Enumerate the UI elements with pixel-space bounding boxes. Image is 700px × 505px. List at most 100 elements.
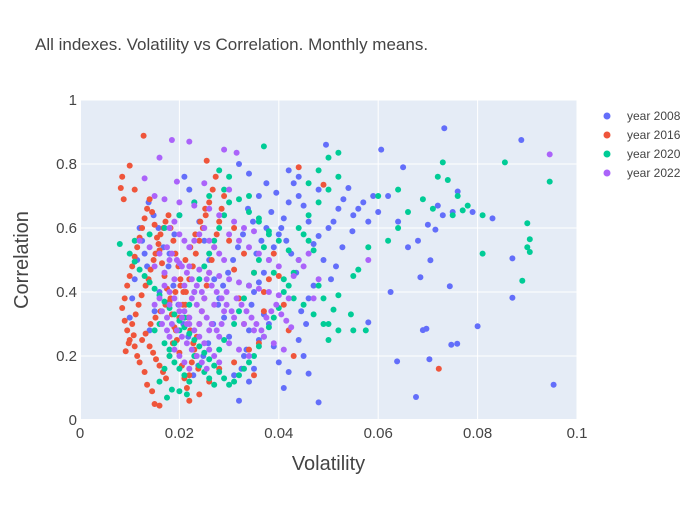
data-point[interactable]	[233, 295, 240, 302]
data-point[interactable]	[270, 340, 277, 347]
data-point[interactable]	[202, 212, 209, 219]
data-point[interactable]	[226, 186, 233, 193]
data-point[interactable]	[183, 385, 190, 391]
data-point[interactable]	[141, 250, 148, 257]
data-point[interactable]	[246, 353, 252, 359]
data-point[interactable]	[161, 340, 168, 347]
data-point[interactable]	[350, 212, 357, 219]
data-point[interactable]	[181, 282, 188, 289]
data-point[interactable]	[339, 244, 346, 251]
data-point[interactable]	[260, 308, 267, 315]
data-point[interactable]	[186, 138, 193, 145]
data-point[interactable]	[153, 356, 159, 363]
data-point[interactable]	[474, 323, 481, 330]
data-point[interactable]	[165, 212, 172, 219]
data-point[interactable]	[191, 237, 198, 244]
data-point[interactable]	[181, 173, 188, 180]
data-point[interactable]	[156, 154, 163, 161]
data-point[interactable]	[315, 186, 322, 193]
data-point[interactable]	[188, 295, 195, 302]
data-point[interactable]	[186, 186, 193, 193]
data-point[interactable]	[509, 294, 516, 301]
data-point[interactable]	[206, 269, 213, 276]
data-point[interactable]	[275, 237, 282, 244]
data-point[interactable]	[350, 273, 357, 279]
data-point[interactable]	[385, 193, 392, 199]
data-point[interactable]	[275, 273, 282, 279]
data-point[interactable]	[280, 215, 287, 222]
data-point[interactable]	[206, 356, 213, 363]
data-point[interactable]	[151, 193, 158, 199]
data-point[interactable]	[241, 250, 247, 257]
data-point[interactable]	[489, 215, 496, 222]
data-point[interactable]	[206, 346, 213, 353]
data-point[interactable]	[212, 173, 219, 180]
data-point[interactable]	[231, 218, 238, 225]
data-point[interactable]	[415, 237, 421, 244]
data-point[interactable]	[250, 218, 256, 225]
data-point[interactable]	[131, 237, 138, 244]
data-point[interactable]	[149, 388, 156, 395]
data-point[interactable]	[243, 308, 250, 315]
data-point[interactable]	[166, 225, 173, 231]
data-point[interactable]	[335, 205, 342, 212]
data-point[interactable]	[146, 244, 153, 251]
data-point[interactable]	[251, 228, 257, 235]
data-point[interactable]	[171, 231, 178, 238]
data-point[interactable]	[275, 263, 282, 270]
data-point[interactable]	[161, 196, 168, 203]
data-point[interactable]	[181, 237, 188, 244]
data-point[interactable]	[135, 301, 142, 308]
data-point[interactable]	[146, 231, 153, 238]
data-point[interactable]	[144, 205, 151, 212]
data-point[interactable]	[365, 319, 372, 326]
data-point[interactable]	[427, 257, 434, 264]
data-point[interactable]	[161, 282, 168, 289]
data-point[interactable]	[171, 359, 178, 366]
data-point[interactable]	[126, 162, 133, 169]
data-point[interactable]	[193, 353, 200, 359]
data-point[interactable]	[335, 149, 342, 156]
data-point[interactable]	[378, 146, 385, 153]
data-point[interactable]	[216, 273, 223, 279]
data-point[interactable]	[251, 372, 257, 379]
data-point[interactable]	[191, 289, 198, 295]
data-point[interactable]	[162, 218, 169, 225]
data-point[interactable]	[325, 321, 332, 327]
data-point[interactable]	[365, 218, 372, 225]
data-point[interactable]	[231, 321, 238, 327]
data-point[interactable]	[159, 260, 165, 267]
data-point[interactable]	[206, 375, 213, 382]
data-point[interactable]	[226, 173, 233, 180]
data-point[interactable]	[121, 317, 128, 324]
data-point[interactable]	[255, 285, 262, 292]
data-point[interactable]	[168, 321, 175, 327]
data-point[interactable]	[320, 181, 327, 188]
data-point[interactable]	[285, 369, 292, 375]
data-point[interactable]	[441, 125, 448, 132]
data-point[interactable]	[166, 301, 173, 308]
data-point[interactable]	[231, 378, 238, 385]
data-point[interactable]	[260, 333, 267, 340]
data-point[interactable]	[131, 276, 138, 283]
data-point[interactable]	[240, 231, 246, 238]
data-point[interactable]	[524, 244, 531, 251]
data-point[interactable]	[208, 321, 215, 327]
data-point[interactable]	[320, 295, 327, 302]
data-point[interactable]	[355, 266, 362, 273]
data-point[interactable]	[305, 370, 312, 377]
data-point[interactable]	[285, 167, 292, 174]
data-point[interactable]	[295, 193, 302, 199]
data-point[interactable]	[188, 359, 195, 366]
data-point[interactable]	[280, 276, 287, 283]
data-point[interactable]	[300, 353, 307, 359]
data-point[interactable]	[469, 209, 476, 215]
data-point[interactable]	[206, 199, 213, 206]
data-point[interactable]	[328, 276, 334, 283]
data-point[interactable]	[116, 241, 123, 247]
data-point[interactable]	[166, 289, 173, 295]
data-point[interactable]	[125, 340, 132, 347]
data-point[interactable]	[298, 308, 305, 315]
data-point[interactable]	[139, 337, 146, 343]
data-point[interactable]	[362, 327, 369, 334]
